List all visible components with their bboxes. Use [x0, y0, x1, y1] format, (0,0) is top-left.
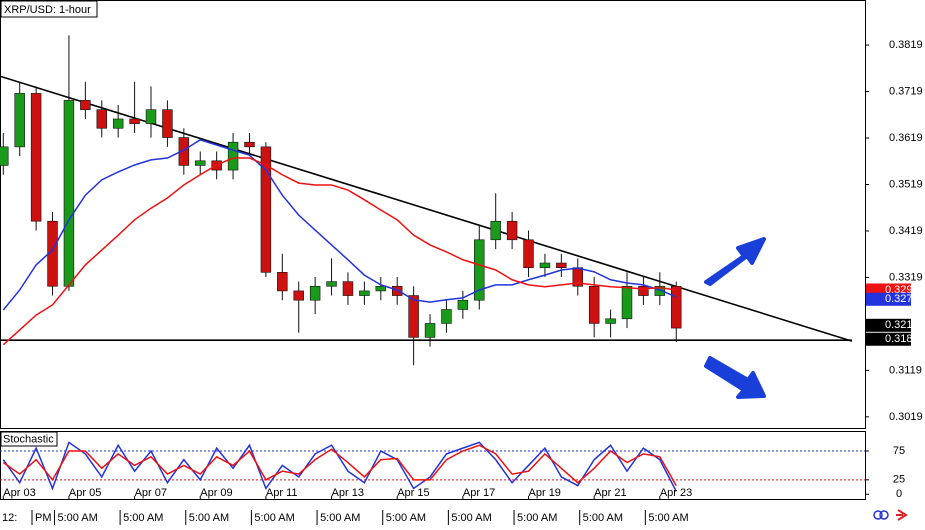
x-tick-label: Apr 13	[332, 487, 364, 499]
indicator-panel	[0, 431, 866, 500]
moving-average	[2, 157, 677, 346]
candle-body	[277, 272, 288, 292]
y-tick-label: 0.3019	[889, 411, 923, 423]
y-tick-label: 75	[893, 445, 905, 457]
candle-body	[326, 281, 337, 287]
y-tick-label: 0.3419	[889, 225, 923, 237]
candle-body	[588, 285, 600, 324]
time-label: 5:00 AM	[648, 512, 688, 524]
candle-body	[293, 290, 304, 301]
candle-body	[129, 118, 140, 124]
candle-body	[671, 285, 682, 329]
candle-body	[391, 285, 403, 296]
link-icon-2[interactable]	[879, 510, 889, 520]
moving-average	[2, 139, 677, 311]
price-label: 0.3272	[885, 293, 919, 305]
price-label-box	[866, 292, 911, 306]
time-label: 5:00 AM	[189, 512, 229, 524]
candle-body	[178, 137, 190, 166]
plot-layer: 0.3019 0.3119 0.3319 0.3419 0.3519 0.3619 0.37…	[0, 35, 923, 525]
price-label-box	[866, 332, 911, 346]
x-tick-label: Apr 17	[463, 487, 495, 499]
candle-body	[309, 285, 321, 301]
title-box	[0, 0, 98, 18]
candle-body	[539, 262, 551, 268]
time-label: 5:00 AM	[254, 512, 294, 524]
time-label: 5:00 AM	[451, 512, 491, 524]
trendline	[0, 75, 853, 342]
indicator-title-box	[0, 431, 58, 447]
price-label: 0.3186	[885, 333, 919, 345]
candle-body	[162, 109, 173, 138]
time-label: 5:00 AM	[320, 512, 360, 524]
candle-body	[0, 146, 9, 166]
candle-body	[145, 109, 157, 124]
candle-body	[80, 100, 91, 110]
x-tick-label: Apr 19	[529, 487, 561, 499]
y-tick-label: 0	[896, 488, 902, 500]
candle-body	[490, 220, 501, 241]
time-label: 5:00 AM	[57, 512, 97, 524]
link-icon[interactable]	[873, 510, 883, 520]
candle-body	[523, 239, 534, 268]
y-tick-label: 0.3819	[889, 39, 923, 51]
arrow-up	[704, 237, 766, 286]
indicator-title: Stochastic	[3, 433, 54, 445]
x-tick-label: Apr 07	[135, 487, 167, 499]
y-tick-label: 0.3619	[889, 132, 923, 144]
y-tick-label: 0.3319	[889, 271, 923, 283]
price-label-box	[866, 318, 911, 332]
candle-body	[638, 285, 649, 296]
x-tick-label: Apr 23	[660, 487, 692, 499]
candle-body	[14, 93, 25, 148]
candle-body	[96, 109, 107, 129]
x-tick-label: Apr 03	[3, 487, 35, 499]
candle-body	[342, 281, 354, 296]
time-label: 12:	[2, 512, 17, 524]
candle-body	[30, 93, 42, 222]
y-tick-label: 0.3119	[889, 364, 922, 376]
candle-body	[424, 323, 436, 338]
candle-body	[375, 285, 387, 292]
candle-body	[112, 118, 124, 129]
x-tick-label: Apr 09	[200, 487, 232, 499]
candle-body	[244, 141, 255, 148]
candle-body	[506, 220, 518, 241]
stochastic-line	[2, 444, 677, 486]
x-tick-label: Apr 15	[397, 487, 429, 499]
y-tick-label: 0.3519	[889, 178, 923, 190]
candle-body	[359, 290, 370, 296]
x-tick-label: Apr 05	[69, 487, 101, 499]
candle-body	[621, 285, 633, 320]
time-label: PM	[35, 512, 52, 524]
toolbar-icons[interactable]	[873, 509, 908, 521]
candle-body	[227, 141, 239, 171]
candle-body	[605, 318, 616, 324]
candle-body	[260, 146, 272, 273]
candle-body	[457, 299, 469, 310]
x-tick-label: Apr 11	[266, 487, 298, 499]
time-label: 5:00 AM	[583, 512, 623, 524]
price-label: 0.3216	[885, 319, 919, 331]
y-tick-label: 0.3719	[889, 85, 923, 97]
time-label: 5:00 AM	[386, 512, 426, 524]
candle-body	[63, 100, 75, 287]
candle-body	[441, 309, 452, 324]
y-tick-label: 25	[893, 474, 905, 486]
candle-body	[408, 295, 419, 338]
x-tick-label: Apr 21	[594, 487, 626, 499]
time-label: 5:00 AM	[123, 512, 163, 524]
candle-body	[474, 239, 485, 301]
chart-title: XRP/USD: 1-hour	[4, 4, 91, 16]
time-label: 5:00 AM	[517, 512, 557, 524]
candle-body	[556, 262, 567, 268]
candle-body	[654, 285, 666, 296]
price-panel	[0, 0, 866, 429]
scroll-icon[interactable]	[896, 509, 908, 521]
candle-body	[195, 160, 206, 166]
stochastic-line	[2, 441, 677, 492]
arrow-down	[704, 356, 766, 399]
